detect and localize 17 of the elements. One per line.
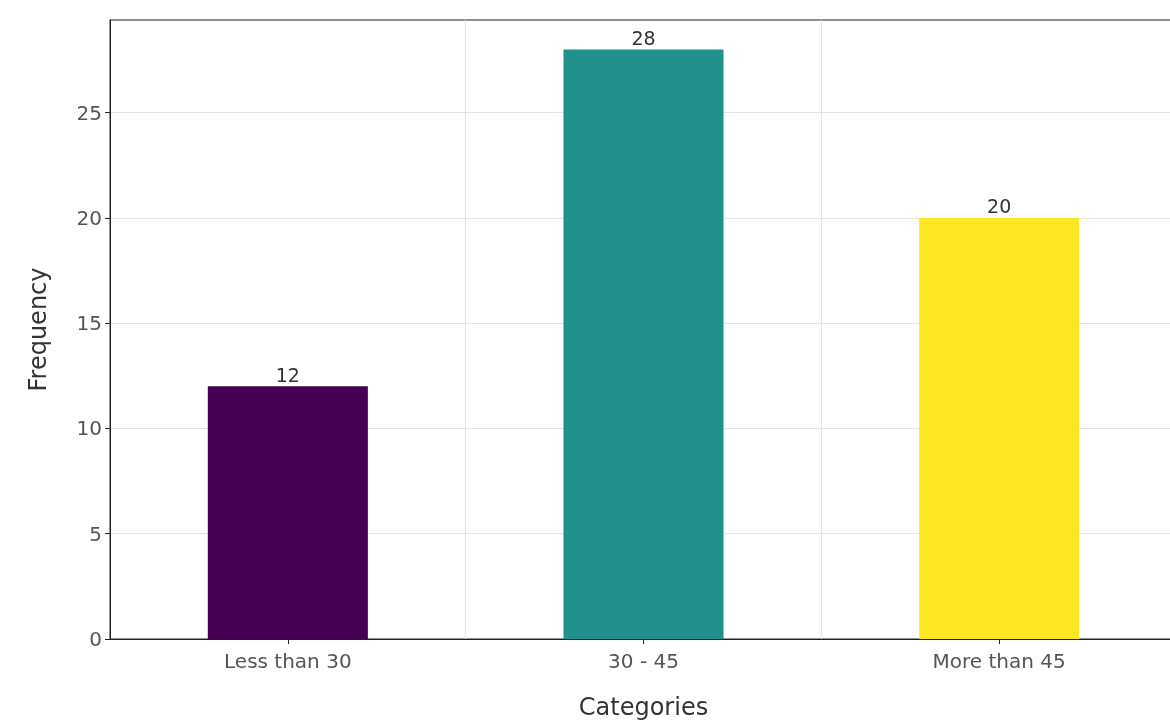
bar	[919, 217, 1080, 639]
data-label: 28	[631, 26, 656, 49]
bar	[207, 386, 368, 639]
x-tick-label: 30 - 45	[608, 649, 679, 673]
x-tick-label: Less than 30	[224, 649, 352, 673]
data-label: 20	[987, 195, 1012, 218]
bar	[563, 49, 724, 639]
y-tick-label: 5	[89, 521, 102, 546]
y-tick-label: 15	[76, 311, 102, 336]
x-tick-label: More than 45	[932, 649, 1066, 673]
data-label: 12	[275, 363, 300, 386]
y-tick-label: 0	[89, 627, 102, 651]
x-axis-title: Categories	[578, 693, 709, 720]
y-tick-label: 20	[76, 205, 102, 230]
y-tick-label: 10	[76, 416, 102, 441]
y-axis-title: Frequency	[24, 267, 52, 392]
y-tick-label: 25	[76, 100, 102, 125]
